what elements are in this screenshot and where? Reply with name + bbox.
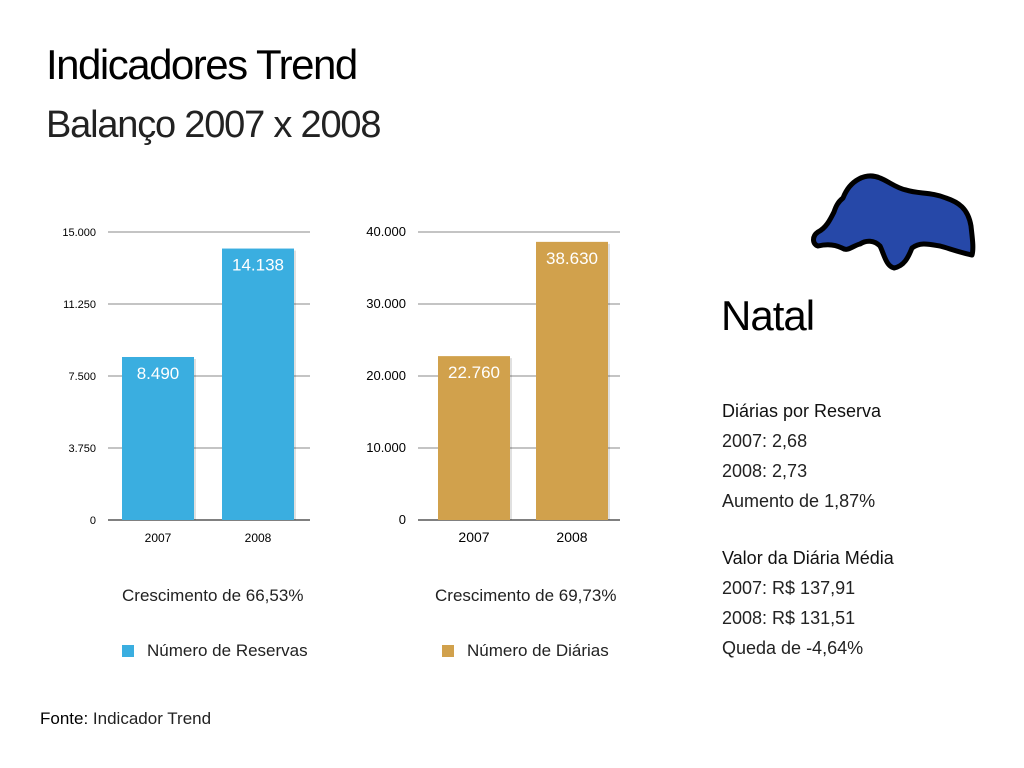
bar [122, 356, 194, 520]
city-name: Natal [721, 292, 815, 339]
y-tick-label: 30.000 [366, 296, 406, 311]
valor-stats-heading: Valor da Diária Média [722, 548, 894, 568]
valor-stats-2007: 2007: R$ 137,91 [722, 578, 856, 598]
diarias-chart-svg: 0 10.000 20.000 30.000 40.000 22.760 2007 38.63… [366, 224, 620, 545]
diarias-stats-2007: 2007: 2,68 [722, 431, 808, 451]
x-category-label: 2007 [145, 531, 172, 545]
valor-stats-2008: 2008: R$ 131,51 [722, 608, 856, 628]
diarias-stats-change: Aumento de 1,87% [722, 491, 876, 511]
y-tick-label: 0 [90, 515, 96, 527]
data-label: 14.138 [232, 256, 284, 275]
y-tick-label: 20.000 [366, 368, 406, 383]
y-tick-label: 3.750 [68, 443, 96, 455]
data-label: 38.630 [546, 249, 598, 268]
diarias-legend-swatch [442, 645, 454, 657]
source-text: Indicador Trend [88, 709, 212, 728]
reservas-legend: Número de Reservas [122, 641, 308, 661]
state-map-shape [811, 173, 976, 271]
valor-stats: Valor da Diária Média 2007: R$ 137,91 20… [722, 543, 894, 663]
reservas-chart: 0 3.750 7.500 11.250 15.000 8.490 2007 14.138 20… [50, 220, 320, 550]
diarias-stats-heading: Diárias por Reserva [722, 401, 882, 421]
bar [536, 241, 608, 520]
y-tick-label: 7.500 [68, 371, 96, 383]
reservas-chart-svg: 0 3.750 7.500 11.250 15.000 8.490 2007 14.138 20… [62, 227, 310, 545]
diarias-legend-label: Número de Diárias [467, 641, 609, 660]
diarias-legend: Número de Diárias [442, 641, 609, 661]
y-tick-label: 15.000 [62, 227, 96, 239]
page-title: Indicadores Trend [46, 41, 358, 88]
bar [438, 356, 510, 520]
x-category-label: 2007 [458, 529, 489, 545]
page-subtitle: Balanço 2007 x 2008 [46, 104, 381, 146]
y-tick-label: 11.250 [63, 299, 96, 311]
diarias-chart: 0 10.000 20.000 30.000 40.000 22.760 2007 38.63… [360, 220, 630, 550]
bar [222, 248, 294, 520]
source-label: Fonte: [40, 709, 89, 728]
diarias-growth: Crescimento de 69,73% [435, 586, 617, 605]
data-label: 22.760 [448, 363, 500, 382]
valor-stats-change: Queda de -4,64% [722, 638, 864, 658]
diarias-stats: Diárias por Reserva 2007: 2,68 2008: 2,7… [722, 396, 881, 516]
reservas-legend-label: Número de Reservas [147, 641, 308, 660]
data-label: 8.490 [137, 364, 180, 383]
source-note: Fonte: Indicador Trend [40, 709, 211, 729]
diarias-stats-2008: 2008: 2,73 [722, 461, 808, 481]
y-tick-label: 10.000 [366, 440, 406, 455]
state-map-icon [811, 173, 976, 271]
x-category-label: 2008 [245, 531, 272, 545]
reservas-legend-swatch [122, 645, 134, 657]
reservas-growth: Crescimento de 66,53% [122, 586, 304, 605]
y-tick-label: 40.000 [366, 224, 406, 239]
x-category-label: 2008 [556, 529, 587, 545]
y-tick-label: 0 [399, 512, 406, 527]
